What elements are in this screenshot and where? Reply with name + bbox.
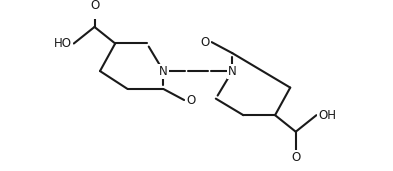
Text: N: N	[159, 65, 168, 78]
Text: N: N	[228, 65, 237, 78]
Text: O: O	[186, 94, 195, 107]
Text: OH: OH	[318, 109, 336, 122]
Text: O: O	[291, 151, 300, 164]
Text: O: O	[90, 0, 99, 12]
Text: HO: HO	[54, 37, 72, 50]
Text: O: O	[200, 36, 210, 49]
